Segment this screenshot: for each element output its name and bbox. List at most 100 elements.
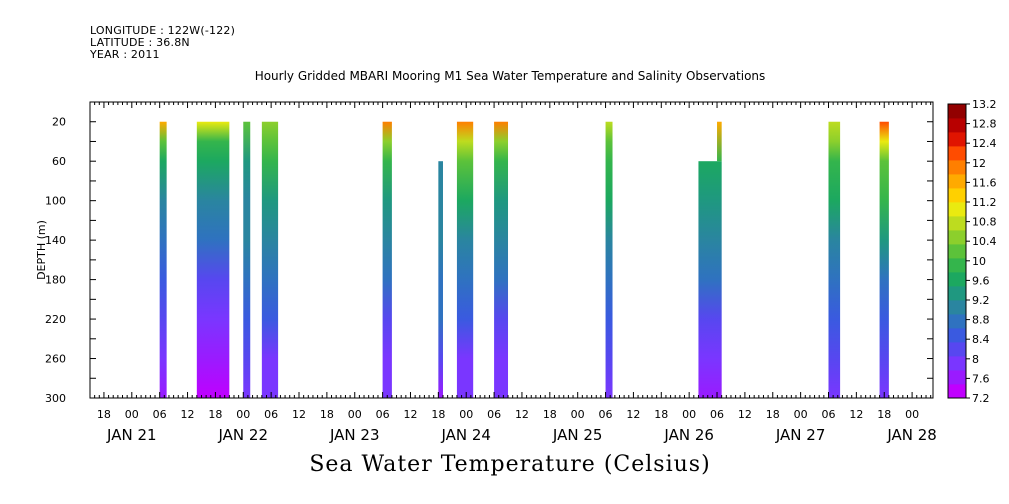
x-hour-label: 00 <box>348 408 362 421</box>
x-hour-label: 06 <box>821 408 835 421</box>
colorbar-tick-label: 13.2 <box>972 98 997 111</box>
color-swatch <box>948 118 966 133</box>
latitude-label: LATITUDE : 36.8N <box>90 36 190 49</box>
plot-area <box>90 102 933 398</box>
colorbar-caption: Sea Water Temperature (Celsius) <box>309 452 711 477</box>
color-swatch <box>948 370 966 385</box>
x-hour-label: 00 <box>571 408 585 421</box>
x-hour-label: 18 <box>97 408 111 421</box>
x-day-label: JAN 24 <box>440 426 491 444</box>
colorbar-tick-label: 11.2 <box>972 196 997 209</box>
color-swatch <box>948 160 966 175</box>
colorbar-tick-label: 11.6 <box>972 176 997 189</box>
y-axis: 20 60 100 140 180 220 260 300 <box>45 101 933 405</box>
color-swatch <box>948 216 966 231</box>
x-hour-label: 12 <box>849 408 863 421</box>
longitude-label: LONGITUDE : 122W(-122) <box>90 24 236 37</box>
color-swatch <box>948 356 966 371</box>
temperature-column <box>438 161 443 398</box>
x-hour-label: 12 <box>181 408 195 421</box>
y-tick-label: 20 <box>52 116 66 129</box>
colorbar-tick-label: 9.2 <box>972 294 990 307</box>
chart-title: Hourly Gridded MBARI Mooring M1 Sea Wate… <box>254 69 766 83</box>
x-hour-label: 00 <box>682 408 696 421</box>
color-swatch <box>948 104 966 119</box>
temperature-column <box>382 121 392 398</box>
color-swatch <box>948 202 966 217</box>
x-axis: 18 00 06 12 18 00 06 12 18 00 06 12 18 00 06 12 18 00 06 12… <box>89 102 937 444</box>
x-hour-label: 06 <box>153 408 167 421</box>
colorbar-tick-label: 12 <box>972 157 986 170</box>
x-hour-label: 12 <box>403 408 417 421</box>
color-bar: 13.2 12.8 12.4 12 11.6 11.2 10.8 10.4 10 9.6 9.2 8.… <box>947 98 997 405</box>
x-day-label: JAN 22 <box>218 426 269 444</box>
y-tick-label: 260 <box>45 353 66 366</box>
x-hour-label: 18 <box>877 408 891 421</box>
x-day-label: JAN 23 <box>329 426 380 444</box>
plot-border <box>89 101 934 399</box>
color-swatch <box>948 174 966 189</box>
temperature-column <box>605 121 613 398</box>
x-hour-label: 06 <box>376 408 390 421</box>
color-swatch <box>948 300 966 315</box>
x-hour-label: 06 <box>599 408 613 421</box>
temperature-column <box>698 161 722 398</box>
x-hour-label: 18 <box>654 408 668 421</box>
x-day-label: JAN 27 <box>775 426 826 444</box>
x-hour-label: 18 <box>431 408 445 421</box>
colorbar-tick-label: 7.6 <box>972 372 990 385</box>
x-hour-label: 18 <box>320 408 334 421</box>
x-day-label: JAN 26 <box>663 426 714 444</box>
temperature-profiles <box>159 121 889 398</box>
color-swatch <box>948 146 966 161</box>
x-hour-label: 12 <box>515 408 529 421</box>
y-tick-label: 140 <box>45 234 66 247</box>
x-hour-label: 00 <box>905 408 919 421</box>
x-day-label: JAN 28 <box>886 426 937 444</box>
x-hour-label: 12 <box>626 408 640 421</box>
y-tick-label: 220 <box>45 313 66 326</box>
colorbar-tick-label: 12.8 <box>972 118 997 131</box>
x-hour-label: 06 <box>264 408 278 421</box>
y-tick-label: 100 <box>45 195 66 208</box>
x-hour-label: 00 <box>236 408 250 421</box>
color-swatch <box>948 272 966 287</box>
y-tick-label: 300 <box>45 392 66 405</box>
colorbar-tick-label: 12.4 <box>972 137 997 150</box>
color-swatch <box>948 244 966 259</box>
x-day-label: JAN 25 <box>552 426 603 444</box>
x-hour-label: 00 <box>459 408 473 421</box>
colorbar-tick-label: 10 <box>972 255 986 268</box>
temperature-column <box>243 121 251 398</box>
temperature-column <box>456 121 474 398</box>
color-swatch <box>948 342 966 357</box>
x-hour-label: 18 <box>208 408 222 421</box>
colorbar-tick-label: 10.8 <box>972 216 997 229</box>
color-swatch <box>948 328 966 343</box>
y-tick-label: 180 <box>45 274 66 287</box>
color-swatch <box>948 286 966 301</box>
colorbar-tick-label: 10.4 <box>972 235 997 248</box>
color-swatch <box>948 230 966 245</box>
colorbar-tick-label: 8.8 <box>972 314 990 327</box>
temperature-column <box>196 121 230 398</box>
x-day-label: JAN 21 <box>106 426 157 444</box>
x-hour-label: 06 <box>710 408 724 421</box>
x-hour-label: 18 <box>543 408 557 421</box>
colorbar-tick-label: 7.2 <box>972 392 990 405</box>
color-swatch <box>948 258 966 273</box>
x-hour-label: 12 <box>292 408 306 421</box>
x-hour-label: 00 <box>794 408 808 421</box>
y-axis-label: DEPTH (m) <box>35 220 48 280</box>
x-hour-label: 12 <box>738 408 752 421</box>
temperature-column <box>879 121 889 398</box>
color-swatch <box>948 384 966 399</box>
temperature-column <box>159 121 167 398</box>
colorbar-tick-label: 8.4 <box>972 333 990 346</box>
x-hour-label: 00 <box>125 408 139 421</box>
colorbar-tick-label: 9.6 <box>972 274 990 287</box>
year-label: YEAR : 2011 <box>90 48 160 61</box>
colorbar-border <box>947 103 967 399</box>
color-swatch <box>948 188 966 203</box>
